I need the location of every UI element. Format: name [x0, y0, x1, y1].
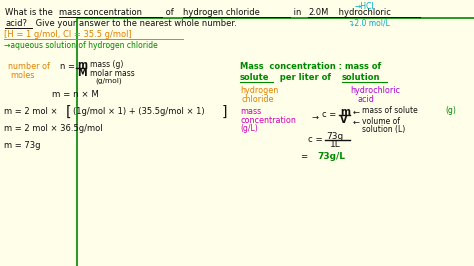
Text: ←: ← — [353, 108, 360, 117]
Text: ←: ← — [353, 118, 360, 127]
Text: ]: ] — [222, 105, 228, 119]
Text: 73g/L: 73g/L — [317, 152, 345, 161]
Text: ↴2.0 mol/L: ↴2.0 mol/L — [348, 19, 390, 28]
Text: hydrogen: hydrogen — [240, 86, 278, 95]
Text: solution: solution — [342, 73, 381, 82]
Text: Give your answer to the nearest whole number.: Give your answer to the nearest whole nu… — [33, 19, 237, 28]
Text: molar mass: molar mass — [90, 69, 135, 78]
Text: volume of: volume of — [362, 117, 400, 126]
Text: m = n × M: m = n × M — [52, 90, 99, 99]
Text: mass concentration: mass concentration — [59, 8, 142, 17]
Text: 73g: 73g — [326, 132, 343, 141]
Text: m = 2 mol ×: m = 2 mol × — [4, 107, 57, 116]
Text: →: → — [312, 113, 319, 122]
Text: hydrochloric: hydrochloric — [350, 86, 400, 95]
Text: (g): (g) — [445, 106, 456, 115]
Text: hydrogen chloride: hydrogen chloride — [183, 8, 260, 17]
Text: [H = 1 g/mol, Cl = 35.5 g/mol]: [H = 1 g/mol, Cl = 35.5 g/mol] — [4, 30, 132, 39]
Text: →HCl: →HCl — [355, 2, 374, 11]
Text: m = 73g: m = 73g — [4, 141, 40, 150]
Text: of: of — [163, 8, 176, 17]
Text: (g/mol): (g/mol) — [95, 77, 122, 84]
Text: →aqueous solution of hydrogen chloride: →aqueous solution of hydrogen chloride — [4, 41, 158, 50]
Text: [: [ — [66, 105, 72, 119]
Text: concentration: concentration — [240, 116, 296, 125]
Text: in: in — [291, 8, 304, 17]
Text: mass (g): mass (g) — [90, 60, 123, 69]
Text: per liter of: per liter of — [274, 73, 337, 82]
Text: c =: c = — [322, 110, 336, 119]
Text: 2.0M: 2.0M — [308, 8, 328, 17]
Text: chloride: chloride — [242, 95, 274, 104]
Text: m = 2 mol × 36.5g/mol: m = 2 mol × 36.5g/mol — [4, 124, 103, 133]
Text: mass: mass — [240, 107, 261, 116]
Text: mass of solute: mass of solute — [362, 106, 418, 115]
Text: hydrochloric: hydrochloric — [336, 8, 391, 17]
Text: c =: c = — [308, 135, 323, 144]
Text: What is the: What is the — [5, 8, 55, 17]
Text: moles: moles — [10, 71, 35, 80]
Text: Mass  concentration : mass of: Mass concentration : mass of — [240, 62, 381, 71]
Text: number of: number of — [8, 62, 50, 71]
Text: m: m — [340, 107, 350, 117]
Text: M: M — [77, 68, 87, 78]
Text: V: V — [340, 115, 347, 125]
Text: m: m — [77, 60, 87, 70]
Text: (1g/mol × 1) + (35.5g/mol × 1): (1g/mol × 1) + (35.5g/mol × 1) — [73, 107, 205, 116]
Text: solute: solute — [240, 73, 270, 82]
Text: acid: acid — [358, 95, 375, 104]
Text: =: = — [300, 152, 307, 161]
Text: 1L: 1L — [330, 140, 341, 149]
Text: acid?: acid? — [5, 19, 27, 28]
Text: (g/L): (g/L) — [240, 124, 258, 133]
Text: solution (L): solution (L) — [362, 125, 405, 134]
Text: n =: n = — [60, 62, 75, 71]
